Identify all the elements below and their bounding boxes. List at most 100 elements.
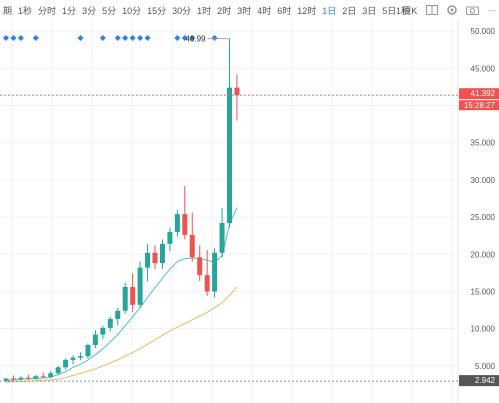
y-tick-label: 35.000 bbox=[471, 139, 496, 148]
toolbar-icons: 1秒 ⋯ bbox=[393, 0, 499, 20]
marker-diamond bbox=[77, 35, 84, 41]
timeframe-11[interactable]: 3时 bbox=[237, 5, 252, 16]
candle-body bbox=[212, 252, 218, 292]
candle bbox=[197, 245, 203, 282]
candle bbox=[40, 372, 46, 378]
candle-body bbox=[204, 275, 210, 292]
candle bbox=[189, 212, 195, 262]
timeframe-18[interactable]: 5日 bbox=[382, 5, 397, 16]
candle-body bbox=[10, 378, 16, 380]
candle-body bbox=[122, 286, 128, 311]
candle-body bbox=[70, 357, 76, 360]
marker-diamond bbox=[189, 35, 196, 41]
candle-body bbox=[152, 252, 158, 264]
last-price-tag bbox=[459, 88, 499, 100]
marker-diamond bbox=[137, 35, 144, 41]
candle-body bbox=[55, 367, 61, 374]
timeframe-15[interactable]: 1日 bbox=[322, 5, 337, 16]
last-time-text: 15:28:27 bbox=[464, 101, 496, 110]
candle-body bbox=[107, 318, 113, 328]
moving-averages bbox=[5, 207, 238, 383]
timeframe-3[interactable]: 1分 bbox=[62, 5, 77, 16]
candle-body bbox=[40, 376, 46, 378]
timeframe-17[interactable]: 3日 bbox=[362, 5, 377, 16]
candle-body bbox=[3, 378, 9, 381]
candle-body bbox=[63, 359, 69, 368]
candle bbox=[174, 209, 180, 237]
candle-body bbox=[33, 376, 39, 379]
candle bbox=[18, 376, 24, 381]
marker-diamond bbox=[211, 35, 218, 41]
marker-diamond bbox=[144, 35, 151, 41]
ma-short-line bbox=[5, 207, 238, 382]
candle-body bbox=[219, 223, 225, 253]
candle bbox=[100, 325, 106, 340]
candle bbox=[63, 358, 69, 370]
candle-body bbox=[182, 214, 188, 235]
candle bbox=[48, 371, 54, 379]
timeframe-4[interactable]: 3分 bbox=[82, 5, 97, 16]
candle bbox=[85, 343, 91, 359]
low-price-tag bbox=[459, 375, 499, 387]
marker-diamond bbox=[114, 35, 121, 41]
timeframe-9[interactable]: 1时 bbox=[197, 5, 212, 16]
timeframe-13[interactable]: 6时 bbox=[277, 5, 292, 16]
candle bbox=[92, 330, 98, 348]
y-tick-label: 50.000 bbox=[471, 27, 496, 36]
candle bbox=[78, 352, 83, 360]
candle bbox=[33, 374, 39, 380]
interval-dropdown[interactable]: 1秒 bbox=[395, 5, 410, 16]
timeframe-19[interactable]: 周K bbox=[402, 5, 418, 16]
candle bbox=[167, 227, 173, 252]
candle-body bbox=[167, 231, 173, 244]
candle bbox=[227, 38, 232, 228]
timeframe-7[interactable]: 15分 bbox=[147, 5, 167, 16]
candle-body bbox=[48, 373, 54, 377]
timeframe-2[interactable]: 分时 bbox=[38, 5, 57, 16]
candle bbox=[107, 316, 113, 332]
high-annotation-text: 48.99 bbox=[185, 35, 206, 44]
candles bbox=[3, 38, 240, 383]
timeframe-5[interactable]: 5分 bbox=[102, 5, 117, 16]
candle-body bbox=[234, 87, 240, 96]
last-time-tag bbox=[459, 100, 499, 111]
settings-icon[interactable] bbox=[445, 4, 459, 16]
timeframe-1[interactable]: 1秒 bbox=[18, 5, 33, 16]
candle bbox=[115, 307, 121, 326]
candle-body bbox=[227, 87, 232, 224]
candle bbox=[204, 249, 210, 296]
more-icon[interactable]: ⋯ bbox=[487, 4, 497, 15]
candle-body bbox=[25, 377, 31, 379]
marker-diamond bbox=[17, 35, 24, 41]
timeframe-14[interactable]: 12时 bbox=[297, 5, 317, 16]
camera-icon[interactable] bbox=[465, 4, 479, 16]
y-tick-label: 45.000 bbox=[471, 64, 496, 73]
candle bbox=[212, 248, 218, 298]
candle bbox=[234, 74, 240, 121]
timeframe-0[interactable]: 期 bbox=[3, 5, 13, 16]
candle bbox=[182, 185, 188, 240]
layout-icon[interactable] bbox=[425, 4, 439, 16]
candle bbox=[122, 282, 128, 314]
timeframe-8[interactable]: 30分 bbox=[172, 5, 192, 16]
candle bbox=[137, 261, 143, 308]
candle-body bbox=[189, 234, 195, 258]
candle bbox=[25, 374, 31, 380]
timeframe-6[interactable]: 10分 bbox=[122, 5, 142, 16]
candle bbox=[159, 239, 165, 270]
timeframe-10[interactable]: 2时 bbox=[217, 5, 232, 16]
y-tick-label: 10.000 bbox=[471, 325, 496, 334]
timeframe-toolbar: 期 1秒 分时 1分 3分 5分 10分 15分 30分 1时 2时 3时 4时 6时 12时 1日 2日 3日 5… bbox=[0, 0, 499, 20]
candle-body bbox=[159, 243, 165, 264]
candle bbox=[145, 243, 151, 282]
candle-body bbox=[18, 377, 24, 380]
candle bbox=[219, 208, 225, 258]
candle-body bbox=[197, 257, 203, 276]
candle-body bbox=[130, 286, 136, 305]
signal-markers bbox=[3, 35, 218, 41]
candle bbox=[10, 375, 16, 381]
candle bbox=[55, 365, 61, 375]
timeframe-12[interactable]: 4时 bbox=[257, 5, 272, 16]
y-tick-label: 30.000 bbox=[471, 176, 496, 185]
timeframe-16[interactable]: 2日 bbox=[342, 5, 357, 16]
